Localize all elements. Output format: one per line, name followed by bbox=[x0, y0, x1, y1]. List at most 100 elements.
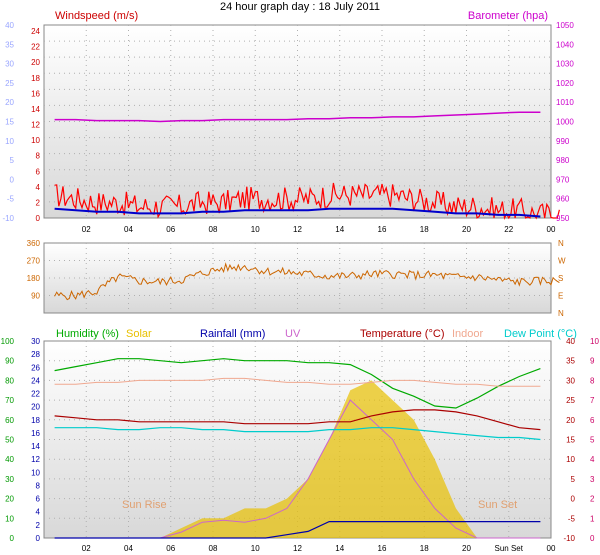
axis-tick-label: 270 bbox=[27, 257, 41, 266]
x-tick-label: 00 bbox=[547, 225, 556, 234]
x-tick-label: 02 bbox=[82, 544, 91, 553]
axis-tick-label: 20 bbox=[5, 98, 14, 107]
x-tick-label: 22 bbox=[504, 225, 513, 234]
axis-tick-label: N bbox=[558, 239, 564, 248]
axis-tick-label: 8 bbox=[590, 376, 595, 385]
barometer-label: Barometer (hpa) bbox=[468, 10, 548, 22]
x-tick-label: 04 bbox=[124, 544, 133, 553]
x-tick-label: 06 bbox=[166, 544, 175, 553]
axis-tick-label: 6 bbox=[590, 416, 595, 425]
axis-tick-label: 3 bbox=[590, 475, 595, 484]
axis-tick-label: 0 bbox=[10, 534, 15, 543]
axis-tick-label: 20 bbox=[5, 495, 14, 504]
axis-tick-label: 8 bbox=[36, 152, 41, 161]
axis-tick-label: 5 bbox=[590, 436, 595, 445]
x-tick-label: 06 bbox=[166, 225, 175, 234]
axis-tick-label: 1030 bbox=[556, 60, 574, 69]
axis-tick-label: 1020 bbox=[556, 79, 574, 88]
axis-tick-label: 18 bbox=[31, 74, 40, 83]
axis-tick-label: 0 bbox=[36, 214, 41, 223]
axis-tick-label: 80 bbox=[5, 376, 14, 385]
legend-indoor: Indoor bbox=[452, 328, 484, 340]
x-tick-label: 18 bbox=[420, 225, 429, 234]
axis-tick-label: -5 bbox=[7, 195, 15, 204]
x-tick-label: 16 bbox=[378, 225, 387, 234]
x-tick-label: 20 bbox=[462, 225, 471, 234]
x-tick-label: 12 bbox=[293, 225, 302, 234]
x-tick-label: 14 bbox=[335, 544, 344, 553]
axis-tick-label: 10 bbox=[31, 136, 40, 145]
axis-tick-label: 950 bbox=[556, 214, 570, 223]
axis-tick-label: 5 bbox=[571, 475, 576, 484]
solar-area bbox=[44, 380, 551, 538]
axis-tick-label: 10 bbox=[31, 468, 40, 477]
axis-tick-label: W bbox=[558, 257, 566, 266]
legend-uv: UV bbox=[285, 328, 301, 340]
axis-tick-label: 980 bbox=[556, 156, 570, 165]
wind-direction-line bbox=[54, 262, 560, 301]
humidity-line bbox=[54, 358, 541, 409]
axis-tick-label: 970 bbox=[556, 175, 570, 184]
axis-tick-label: 35 bbox=[5, 40, 14, 49]
axis-tick-label: 30 bbox=[5, 475, 14, 484]
axis-inner-right-3: 40 35 30 25 20 15 10 5 0 -5 -10 bbox=[563, 337, 575, 543]
axis-tick-label: 14 bbox=[31, 442, 40, 451]
legend-solar: Solar bbox=[126, 328, 152, 340]
axis-tick-label: 5 bbox=[10, 156, 15, 165]
x-tick-label: 14 bbox=[335, 225, 344, 234]
axis-tick-label: 1 bbox=[590, 514, 595, 523]
axis-tick-label: 2 bbox=[36, 521, 41, 530]
axis-tick-label: 1010 bbox=[556, 98, 574, 107]
axis-tick-label: 1050 bbox=[556, 21, 574, 30]
axis-tick-label: 4 bbox=[590, 455, 595, 464]
axis-tick-label: 10 bbox=[590, 337, 599, 346]
axis-tick-label: 16 bbox=[31, 429, 40, 438]
x-tick-label: 10 bbox=[251, 225, 260, 234]
legend-temperature: Temperature (°C) bbox=[360, 328, 444, 340]
axis-tick-label: 14 bbox=[31, 105, 40, 114]
axis-tick-label: 9 bbox=[590, 357, 595, 366]
axis-tick-label: 90 bbox=[31, 292, 40, 301]
x-tick-label: 08 bbox=[209, 544, 218, 553]
axis-tick-label: 0 bbox=[36, 534, 41, 543]
legend-rainfall: Rainfall (mm) bbox=[200, 328, 265, 340]
axis-tick-label: 40 bbox=[5, 455, 14, 464]
axis-tick-label: 12 bbox=[31, 121, 40, 130]
axis-tick-label: 22 bbox=[31, 390, 40, 399]
axis-tick-label: 20 bbox=[31, 403, 40, 412]
axis-tick-label: 0 bbox=[571, 495, 576, 504]
axis-tick-label: E bbox=[558, 292, 563, 301]
axis-tick-label: 50 bbox=[5, 436, 14, 445]
x-tick-label: 02 bbox=[82, 225, 91, 234]
wind-average-line bbox=[54, 207, 541, 218]
axis-tick-label: 60 bbox=[5, 416, 14, 425]
axis-tick-label: 24 bbox=[31, 376, 40, 385]
axis-tick-label: 16 bbox=[31, 89, 40, 98]
axis-tick-label: 28 bbox=[31, 350, 40, 359]
axis-tick-label: 24 bbox=[31, 27, 40, 36]
windspeed-label: Windspeed (m/s) bbox=[55, 10, 138, 22]
axis-left-2: 360 270 180 90 bbox=[27, 239, 41, 301]
axis-tick-label: 30 bbox=[5, 60, 14, 69]
axis-tick-label: -10 bbox=[563, 534, 575, 543]
axis-tick-label: 360 bbox=[27, 239, 41, 248]
axis-tick-label: 10 bbox=[566, 455, 575, 464]
axis-tick-label: N bbox=[558, 309, 564, 318]
axis-outer-left-1: 40 35 30 25 20 15 10 5 0 -5 -10 bbox=[2, 21, 14, 223]
x-tick-label: 08 bbox=[209, 225, 218, 234]
page-title: 24 hour graph day : 18 July 2011 bbox=[220, 1, 380, 13]
axis-tick-label: 22 bbox=[31, 43, 40, 52]
axis-tick-label: S bbox=[558, 274, 563, 283]
axis-tick-label: 35 bbox=[566, 357, 575, 366]
axis-tick-label: 25 bbox=[566, 396, 575, 405]
x-ticks-1: 02 04 06 08 10 12 14 16 18 20 22 00 bbox=[82, 225, 556, 234]
axis-tick-label: 4 bbox=[36, 508, 41, 517]
axis-tick-label: 30 bbox=[566, 376, 575, 385]
axis-tick-label: 1000 bbox=[556, 118, 574, 127]
indoor-line bbox=[54, 377, 541, 387]
axis-tick-label: 0 bbox=[590, 534, 595, 543]
axis-tick-label: 30 bbox=[31, 337, 40, 346]
axis-tick-label: 90 bbox=[5, 357, 14, 366]
